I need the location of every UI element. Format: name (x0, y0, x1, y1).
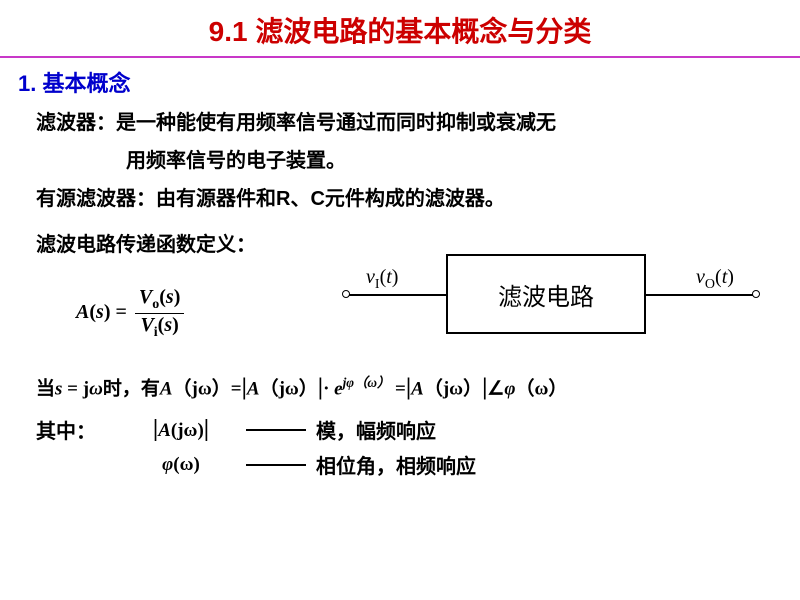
long-equation: 当s = jω时，有A（jω）=|A（jω）|· ejφ（ω） =|A（jω）|… (36, 372, 770, 401)
eq-A2: A (247, 378, 260, 399)
eq-w1: ω (89, 378, 103, 399)
def1-arg: (jω) (171, 420, 204, 441)
wire-output (646, 294, 756, 296)
terminal-input (342, 290, 350, 298)
def2-phi: φ (162, 454, 173, 475)
filter-box: 滤波电路 (446, 254, 646, 334)
eq-phi: φ (504, 378, 515, 399)
eq-cn1: 当 (36, 378, 55, 399)
eq-jw2: （jω） (260, 378, 318, 399)
input-label: vI(t) (366, 266, 398, 293)
eq-sup: jφ（ω） (343, 375, 391, 390)
eq-A3: A (411, 378, 424, 399)
transfer-function-formula: A(s) = Vo(s) Vi(s) (36, 266, 336, 341)
tf-A: A (76, 301, 89, 323)
tf-den-V: V (140, 314, 153, 336)
def-row-2: φ(ω) 相位角，相频响应 (36, 450, 770, 479)
vo-sub: O (705, 277, 715, 292)
paragraph-1-line2: 用频率信号的电子装置。 (36, 144, 770, 178)
block-diagram: 滤波电路 vI(t) vO(t) (336, 224, 770, 354)
def2-dash (246, 464, 306, 466)
def-label: 其中： (36, 415, 126, 444)
content-area: 滤波器：是一种能使有用频率信号通过而同时抑制或衰减无 用频率信号的电子装置。 有… (0, 106, 800, 479)
tf-den-arg: s (164, 314, 172, 336)
filter-box-label: 滤波电路 (498, 277, 594, 312)
vo-v: v (696, 266, 705, 288)
tf-s: s (96, 301, 104, 323)
def2-text: 相位角，相频响应 (316, 450, 476, 479)
eq-jw1: （jω） (173, 378, 231, 399)
def2-symbol: φ(ω) (126, 454, 236, 476)
section-heading: 1. 基本概念 (0, 58, 800, 102)
wire-input (346, 294, 446, 296)
page-title: 9.1 滤波电路的基本概念与分类 (0, 0, 800, 56)
tf-num-arg: s (166, 286, 174, 308)
def1-dash (246, 429, 306, 431)
def1-text: 模，幅频响应 (316, 415, 436, 444)
paragraph-3: 滤波电路传递函数定义： (36, 228, 336, 262)
vi-v: v (366, 266, 375, 288)
output-label: vO(t) (696, 266, 734, 293)
tf-num-V: V (139, 286, 152, 308)
def-row-1: 其中： |A(jω)| 模，幅频响应 (36, 415, 770, 444)
def2-arg: (ω) (173, 454, 200, 475)
terminal-output (752, 290, 760, 298)
eq-angle: ∠ (487, 378, 504, 399)
def1-bar2: | (204, 416, 209, 442)
definitions: 其中： |A(jω)| 模，幅频响应 φ(ω) 相位角，相频响应 (36, 415, 770, 479)
eq-jw3: （jω） (424, 378, 482, 399)
eq-cn2: 时，有 (103, 378, 160, 399)
paragraph-1-line1: 滤波器：是一种能使有用频率信号通过而同时抑制或衰减无 (36, 106, 770, 140)
def1-A: A (158, 420, 171, 441)
def1-symbol: |A(jω)| (126, 416, 236, 443)
eq-eq: = j (62, 378, 89, 399)
paragraph-2: 有源滤波器：由有源器件和R、C元件构成的滤波器。 (36, 182, 770, 216)
eq-argw: （ω） (516, 378, 568, 399)
eq-A1: A (160, 378, 173, 399)
eq-e: e (334, 378, 342, 399)
